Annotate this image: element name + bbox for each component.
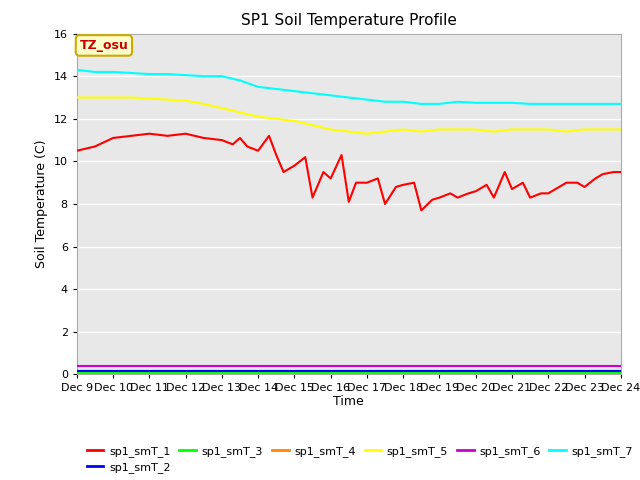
Text: TZ_osu: TZ_osu <box>79 39 128 52</box>
Legend: sp1_smT_1, sp1_smT_2, sp1_smT_3, sp1_smT_4, sp1_smT_5, sp1_smT_6, sp1_smT_7: sp1_smT_1, sp1_smT_2, sp1_smT_3, sp1_smT… <box>83 441 637 478</box>
Y-axis label: Soil Temperature (C): Soil Temperature (C) <box>35 140 48 268</box>
X-axis label: Time: Time <box>333 395 364 408</box>
Title: SP1 Soil Temperature Profile: SP1 Soil Temperature Profile <box>241 13 457 28</box>
